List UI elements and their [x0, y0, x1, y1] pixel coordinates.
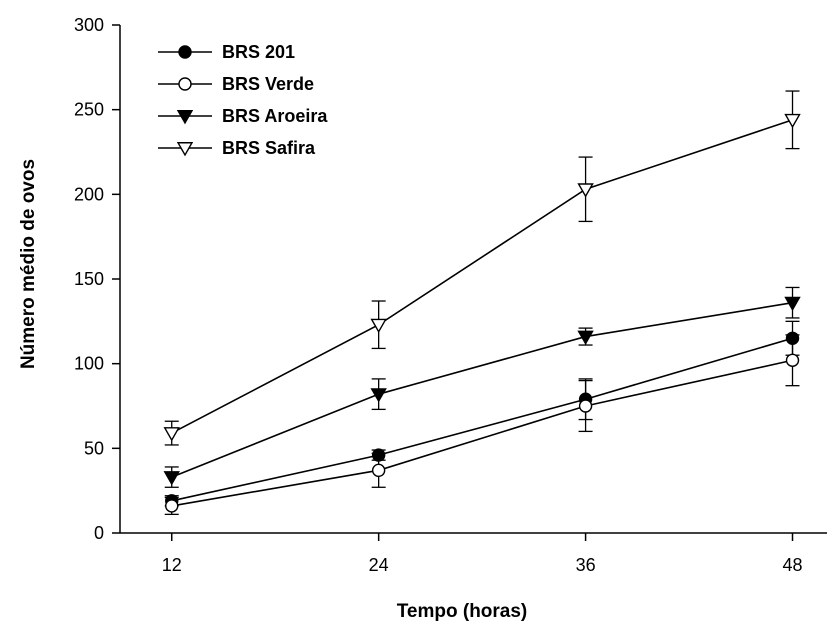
- data-point: [371, 463, 386, 478]
- legend-marker: [176, 142, 194, 157]
- y-tick-label: 200: [74, 184, 104, 204]
- y-axis-title: Número médio de ovos: [18, 159, 39, 369]
- y-tick-label: 100: [74, 354, 104, 374]
- plot-area: 0 50 100 150 200 250 300 12 24 36 48 BRS 201 BRS Ver…: [74, 15, 827, 575]
- data-point: [577, 330, 594, 345]
- x-tick-label: 12: [162, 555, 182, 575]
- y-tick-label: 150: [74, 269, 104, 289]
- y-tick-label: 50: [84, 438, 104, 458]
- legend-label: BRS Safira: [222, 138, 316, 158]
- data-point: [163, 427, 180, 442]
- y-tick-label: 250: [74, 100, 104, 120]
- data-point: [785, 353, 800, 367]
- y-tick-label: 0: [94, 523, 104, 543]
- data-point: [370, 388, 387, 403]
- x-tick-label: 36: [576, 555, 596, 575]
- series-line: [171, 337, 793, 502]
- legend-label: BRS Verde: [222, 74, 314, 94]
- data-point: [163, 471, 180, 486]
- legend-label: BRS 201: [222, 42, 295, 62]
- series-line: [171, 301, 793, 478]
- series-line: [171, 359, 793, 507]
- legend-marker: [176, 110, 194, 125]
- data-point: [370, 318, 387, 334]
- series-line: [171, 119, 793, 434]
- legend-marker: [178, 77, 192, 91]
- data-point: [165, 499, 179, 513]
- x-tick-label: 48: [782, 555, 802, 575]
- legend-marker: [178, 45, 192, 59]
- data-point: [784, 296, 801, 312]
- x-tick-label: 24: [369, 555, 389, 575]
- x-axis-title: Tempo (horas): [397, 601, 528, 622]
- data-point: [577, 183, 594, 198]
- legend-label: BRS Aroeira: [222, 106, 328, 126]
- data-point: [784, 113, 801, 129]
- data-point: [578, 399, 593, 413]
- y-tick-label: 300: [74, 15, 104, 35]
